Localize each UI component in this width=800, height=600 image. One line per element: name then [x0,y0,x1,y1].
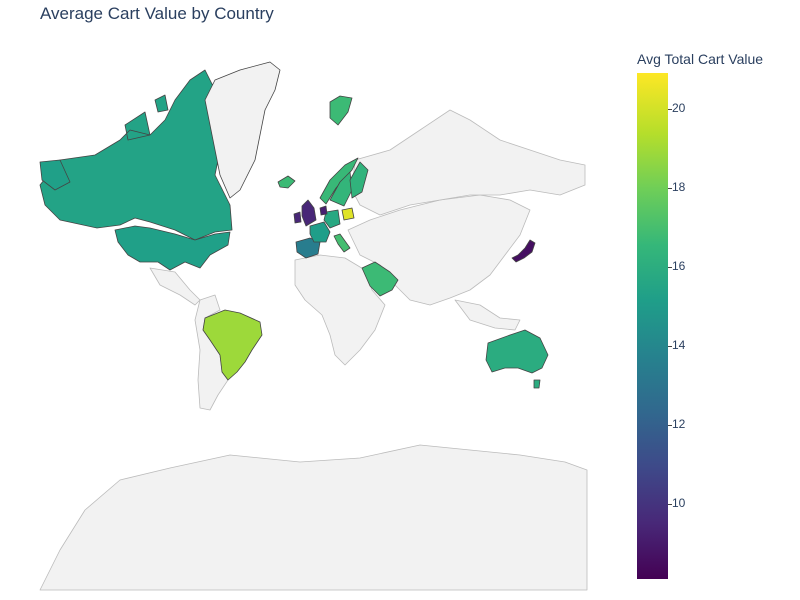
chart-title: Average Cart Value by Country [40,4,274,23]
region-finland[interactable] [349,161,369,199]
colorbar-tick-mark [668,187,672,189]
region-greenland[interactable] [204,61,281,199]
colorbar-tick-mark [668,108,672,110]
colorbar-tick-label: 12 [672,416,686,431]
region-australia[interactable] [485,329,549,389]
region-germany[interactable] [323,209,341,229]
colorbar-tick-mark [668,345,672,347]
region-poland[interactable] [341,207,355,221]
region-ireland[interactable] [293,211,302,224]
region-united-states[interactable] [39,159,231,271]
no-data-land [454,299,521,331]
no-data-land [351,109,586,216]
colorbar-tick-label: 10 [672,495,686,510]
region-italy[interactable] [333,233,351,253]
colorbar-tick-mark [668,503,672,505]
region-saudi-arabia[interactable] [361,261,399,297]
region-netherlands[interactable] [319,205,328,216]
region-iceland[interactable] [277,175,296,189]
no-data-land [294,254,386,366]
colorbar-tick-label: 18 [672,179,686,194]
colorbar [637,73,668,579]
region-spain[interactable] [295,237,321,259]
region-france[interactable] [309,221,331,243]
region-svalbard[interactable] [329,95,353,126]
no-data-land [149,267,201,306]
region-brazil[interactable] [202,309,263,381]
colorbar-tick-mark [668,424,672,426]
colorbar-tick-label: 20 [672,100,686,115]
colorbar-tick-label: 14 [672,337,686,352]
colorbar-title: Avg Total Cart Value [637,51,764,67]
colorbar-tick-mark [668,266,672,268]
region-japan[interactable] [511,239,536,263]
no-data-land [39,444,588,591]
colorbar-tick-label: 16 [672,258,686,273]
region-norway[interactable] [319,157,359,205]
region-united-kingdom[interactable] [301,199,317,227]
region-canada[interactable] [39,69,233,241]
